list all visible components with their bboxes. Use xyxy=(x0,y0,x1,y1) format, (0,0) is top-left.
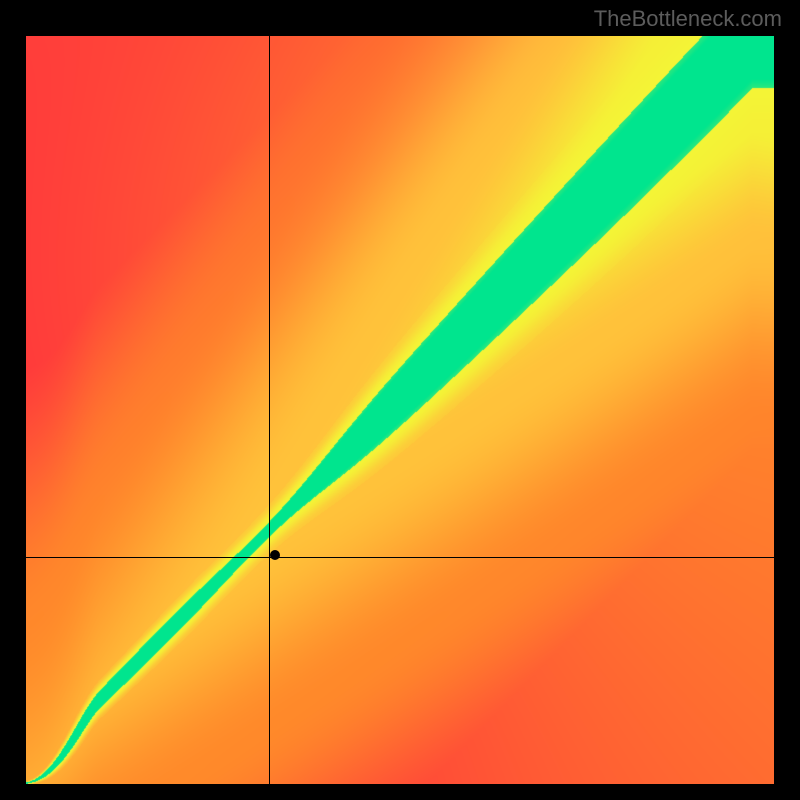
crosshair-vertical xyxy=(269,36,270,784)
data-point-marker xyxy=(270,550,280,560)
watermark-text: TheBottleneck.com xyxy=(594,6,782,32)
crosshair-horizontal xyxy=(26,557,774,558)
heatmap-canvas xyxy=(26,36,774,784)
plot-area xyxy=(26,36,774,784)
chart-container: TheBottleneck.com xyxy=(0,0,800,800)
